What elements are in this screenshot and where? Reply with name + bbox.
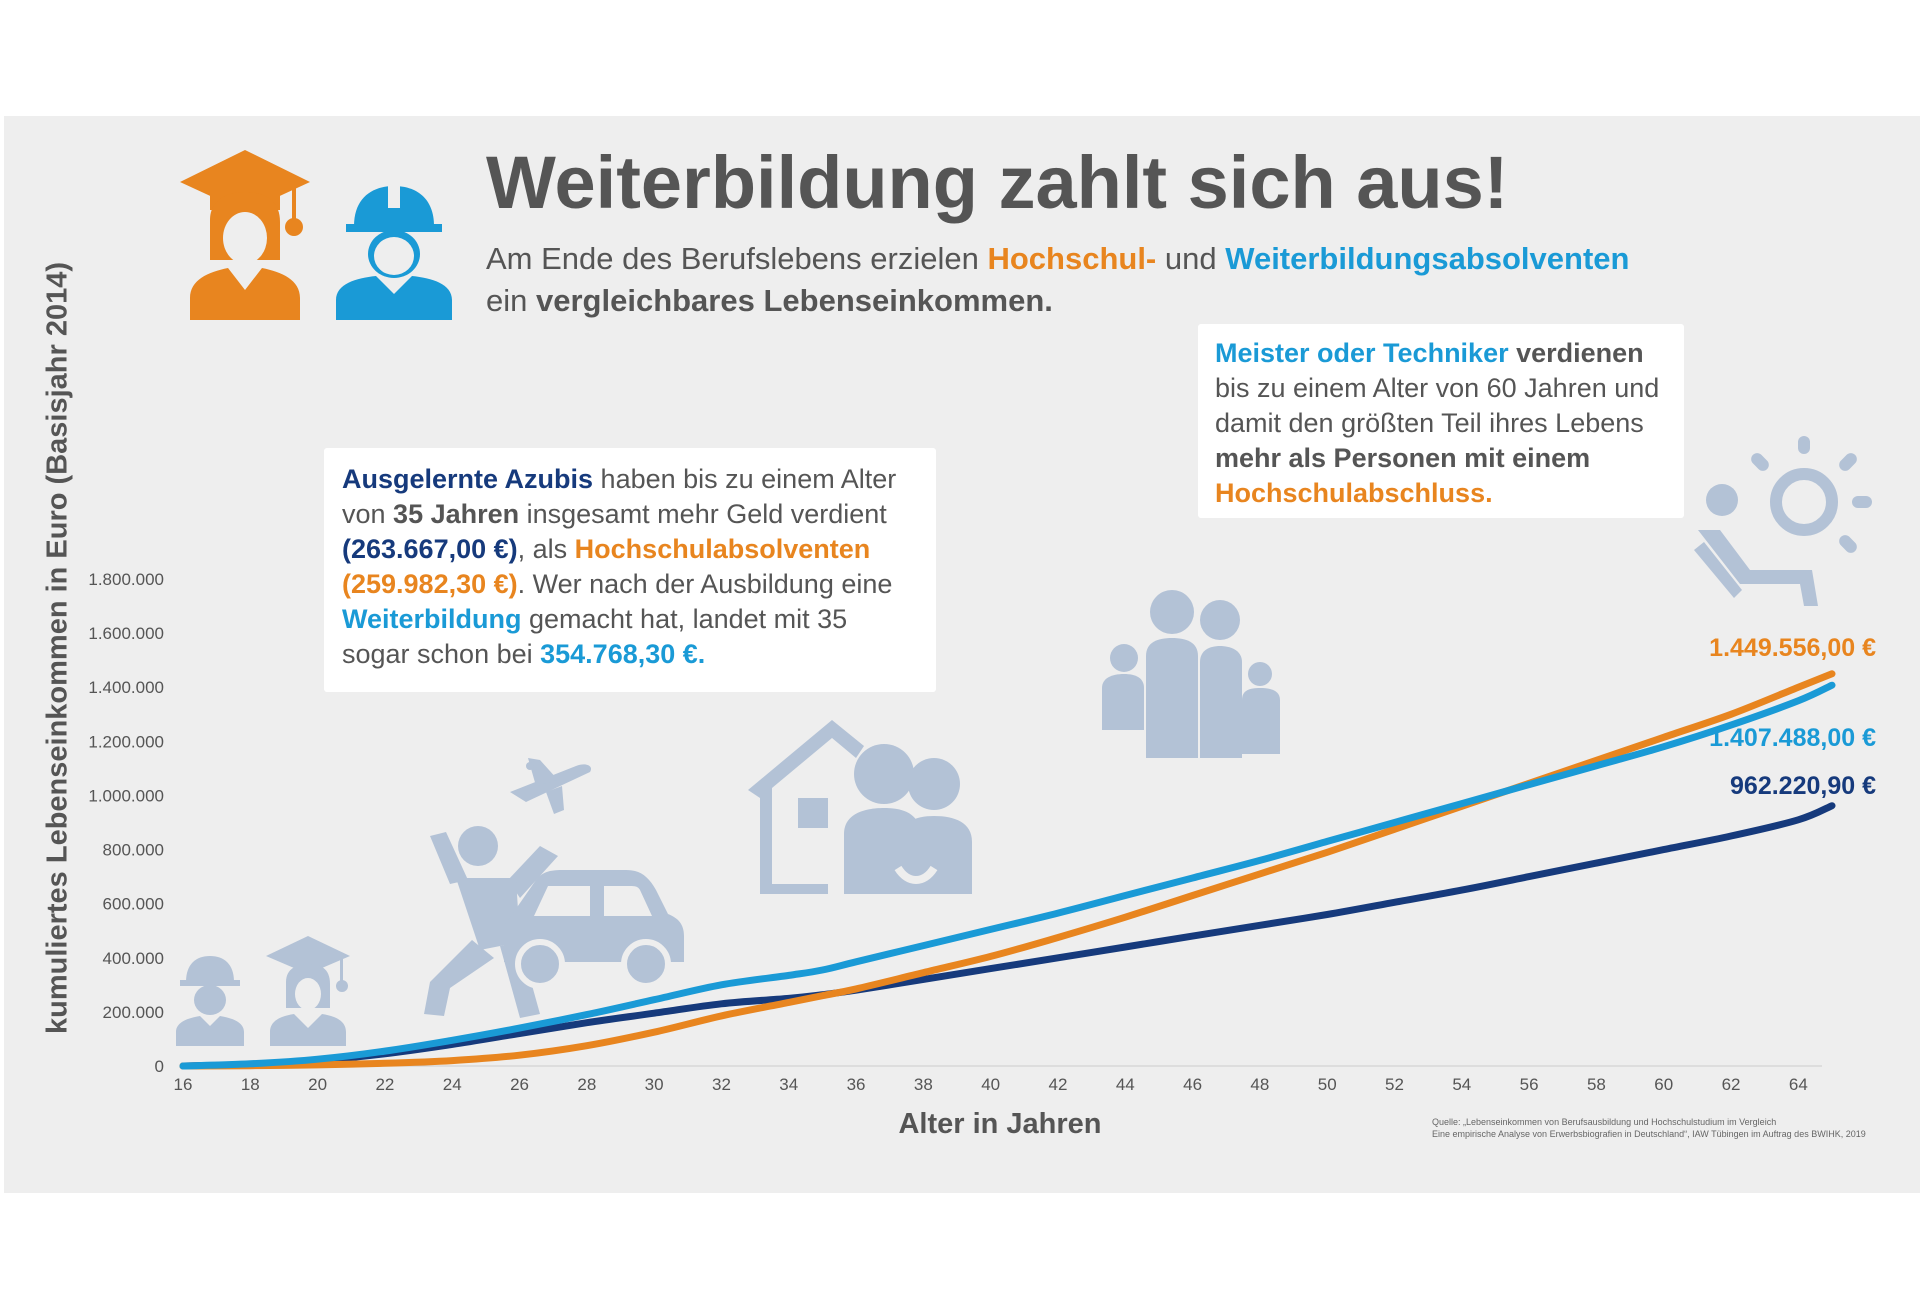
y-tick-label: 1.800.000 bbox=[88, 570, 164, 589]
y-tick-label: 1.200.000 bbox=[88, 732, 164, 751]
worker-icon bbox=[336, 184, 452, 320]
y-tick-label: 1.400.000 bbox=[88, 678, 164, 697]
x-tick-label: 26 bbox=[510, 1075, 529, 1094]
family-icon bbox=[1102, 590, 1280, 758]
end-label-hochschule: 1.449.556,00 € bbox=[1709, 634, 1876, 662]
x-tick-label: 18 bbox=[241, 1075, 260, 1094]
y-tick-label: 0 bbox=[155, 1057, 164, 1076]
y-tick-label: 1.000.000 bbox=[88, 786, 164, 805]
x-tick-label: 40 bbox=[981, 1075, 1000, 1094]
car-icon bbox=[504, 870, 684, 989]
y-tick-label: 1.600.000 bbox=[88, 624, 164, 643]
x-tick-label: 20 bbox=[308, 1075, 327, 1094]
x-tick-label: 28 bbox=[577, 1075, 596, 1094]
x-tick-label: 38 bbox=[914, 1075, 933, 1094]
airplane-icon bbox=[510, 758, 592, 814]
x-tick-label: 48 bbox=[1250, 1075, 1269, 1094]
x-tick-label: 16 bbox=[174, 1075, 193, 1094]
x-tick-label: 22 bbox=[375, 1075, 394, 1094]
graduate-icon bbox=[180, 150, 310, 320]
page-subtitle: Am Ende des Berufslebens erzielen Hochsc… bbox=[486, 241, 1630, 318]
x-tick-label: 54 bbox=[1452, 1075, 1471, 1094]
x-tick-label: 32 bbox=[712, 1075, 731, 1094]
x-tick-label: 60 bbox=[1654, 1075, 1673, 1094]
series-line-weiterbildung bbox=[179, 681, 1836, 1070]
x-tick-label: 44 bbox=[1116, 1075, 1135, 1094]
x-tick-label: 46 bbox=[1183, 1075, 1202, 1094]
y-tick-label: 600.000 bbox=[103, 895, 164, 914]
y-tick-label: 200.000 bbox=[103, 1003, 164, 1022]
page-title: Weiterbildung zahlt sich aus! bbox=[486, 141, 1509, 224]
azubis-info-box: Ausgelernte Azubis haben bis zu einem Al… bbox=[324, 448, 936, 692]
worker-icon bbox=[176, 956, 244, 1046]
graduate-icon bbox=[266, 936, 350, 1046]
series-line-ausbildung bbox=[179, 802, 1836, 1070]
x-tick-label: 50 bbox=[1318, 1075, 1337, 1094]
x-tick-label: 62 bbox=[1722, 1075, 1741, 1094]
x-tick-label: 42 bbox=[1049, 1075, 1068, 1094]
x-tick-label: 30 bbox=[645, 1075, 664, 1094]
x-tick-label: 24 bbox=[443, 1075, 462, 1094]
x-tick-label: 56 bbox=[1520, 1075, 1539, 1094]
x-tick-label: 58 bbox=[1587, 1075, 1606, 1094]
house-couple-icon bbox=[748, 720, 972, 894]
infographic-panel bbox=[4, 116, 1920, 1193]
y-tick-label: 800.000 bbox=[103, 841, 164, 860]
source-note: Quelle: „Lebenseinkommen von Berufsausbi… bbox=[1432, 1117, 1866, 1139]
x-tick-label: 64 bbox=[1789, 1075, 1808, 1094]
x-tick-label: 52 bbox=[1385, 1075, 1404, 1094]
series-line-hochschule bbox=[179, 670, 1836, 1070]
x-tick-label: 34 bbox=[779, 1075, 798, 1094]
x-tick-label: 36 bbox=[847, 1075, 866, 1094]
end-label-ausbildung: 962.220,90 € bbox=[1730, 772, 1876, 800]
y-tick-label: 400.000 bbox=[103, 949, 164, 968]
retiree-sun-icon bbox=[1694, 436, 1872, 606]
meister-info-box: Meister oder Techniker verdienen bis zu … bbox=[1198, 324, 1684, 518]
end-label-weiterbildung: 1.407.488,00 € bbox=[1709, 724, 1876, 752]
